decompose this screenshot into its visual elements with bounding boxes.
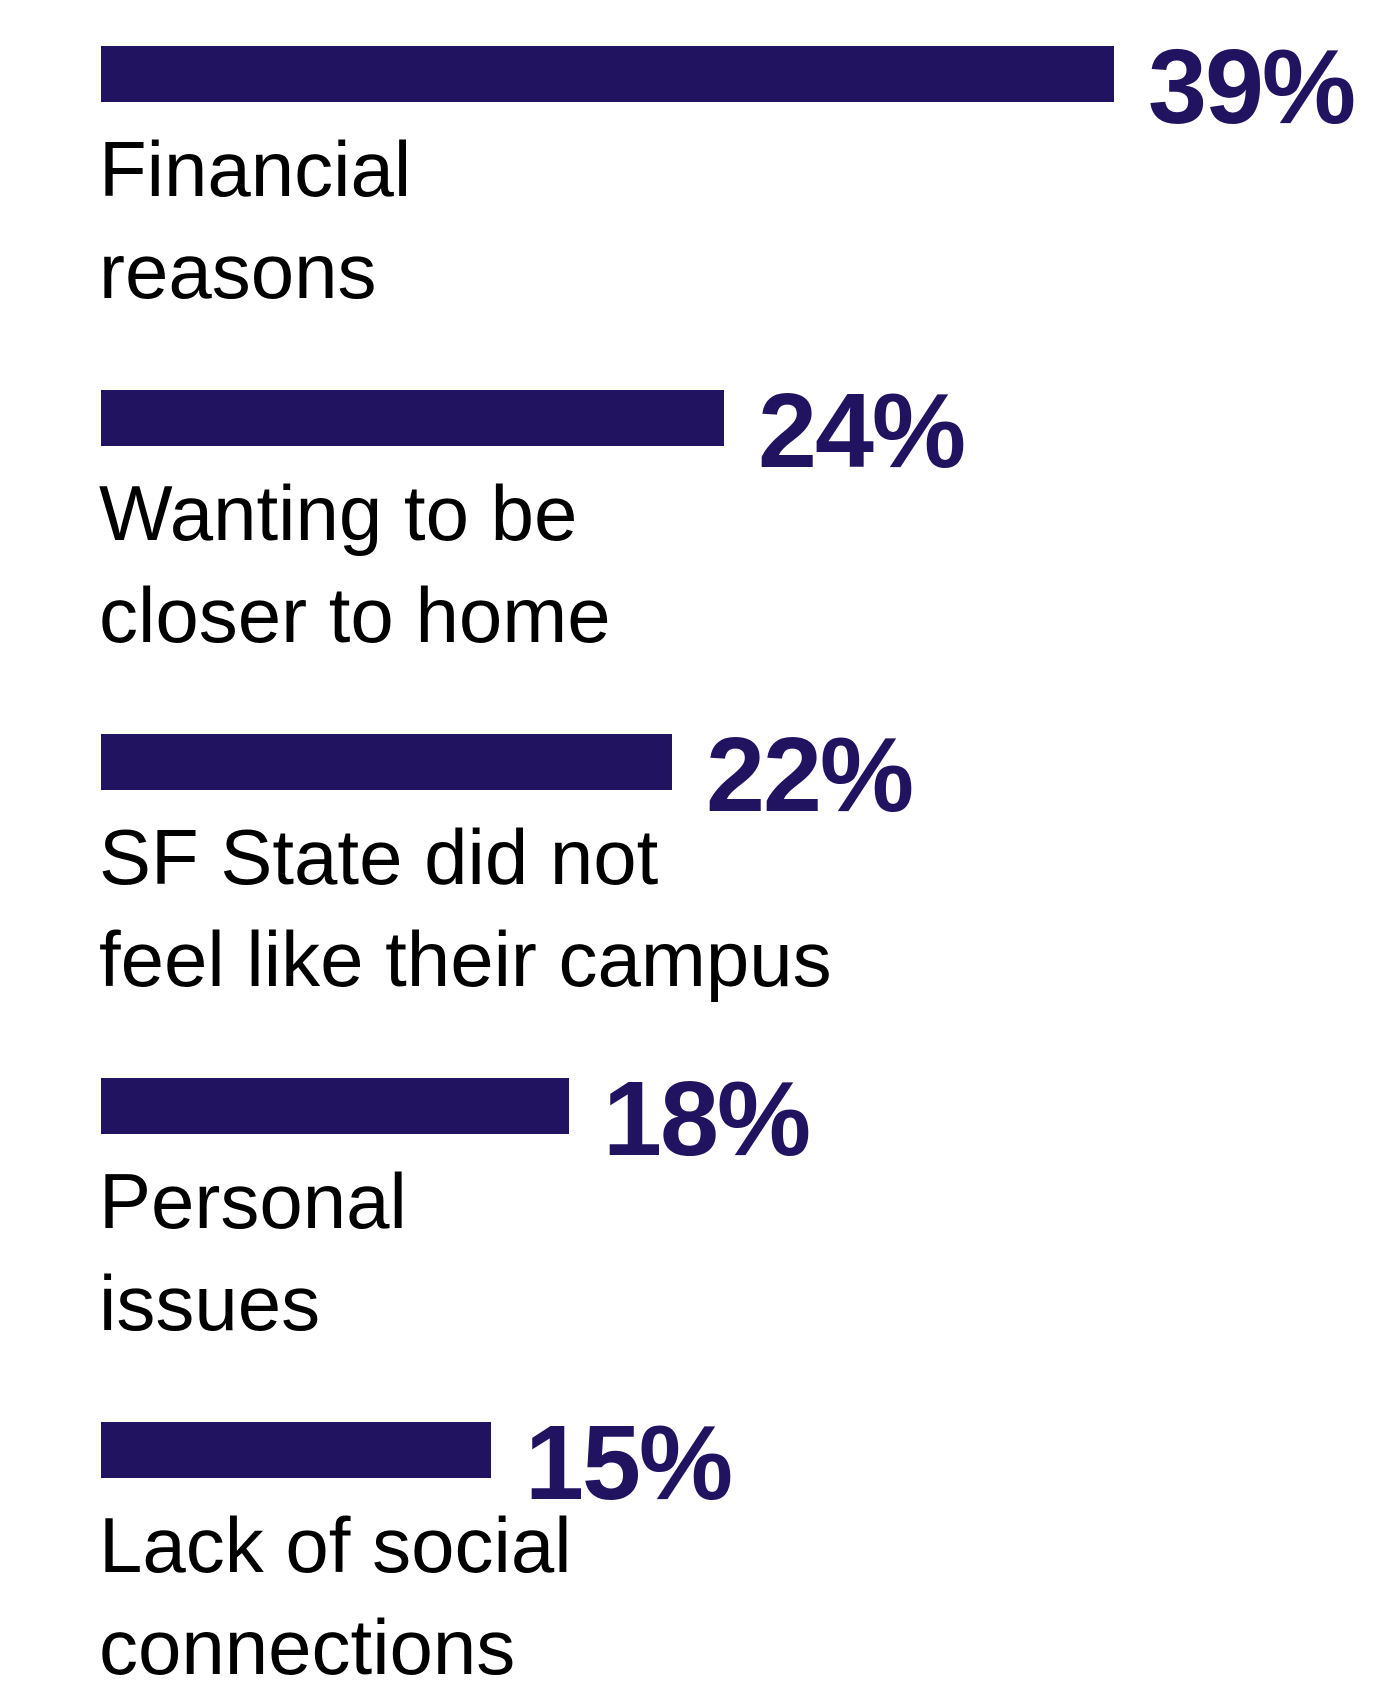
bar-4 xyxy=(101,1422,491,1478)
category-label-4: Lack of social connections xyxy=(99,1494,999,1698)
category-label-2: SF State did not feel like their campus xyxy=(99,806,999,1010)
bar-0 xyxy=(101,46,1114,102)
category-label-line: Wanting to be xyxy=(99,469,578,557)
category-label-line: reasons xyxy=(99,227,377,315)
category-label-line: Lack of social xyxy=(99,1501,572,1589)
value-label-1: 24% xyxy=(758,372,966,490)
category-label-3: Personal issues xyxy=(99,1150,999,1354)
category-label-line: closer to home xyxy=(99,571,611,659)
category-label-0: Financial reasons xyxy=(99,118,999,322)
value-label-4: 15% xyxy=(525,1404,733,1522)
category-label-line: connections xyxy=(99,1603,516,1691)
bar-2 xyxy=(101,734,672,790)
category-label-line: feel like their campus xyxy=(99,915,832,1003)
value-label-0: 39% xyxy=(1148,28,1356,146)
value-label-2: 22% xyxy=(706,716,914,834)
category-label-line: issues xyxy=(99,1259,321,1347)
category-label-line: Financial xyxy=(99,125,412,213)
category-label-1: Wanting to be closer to home xyxy=(99,462,999,666)
bar-3 xyxy=(101,1078,569,1134)
category-label-line: Personal xyxy=(99,1157,407,1245)
value-label-3: 18% xyxy=(603,1060,811,1178)
bar-1 xyxy=(101,390,724,446)
category-label-line: SF State did not xyxy=(99,813,659,901)
